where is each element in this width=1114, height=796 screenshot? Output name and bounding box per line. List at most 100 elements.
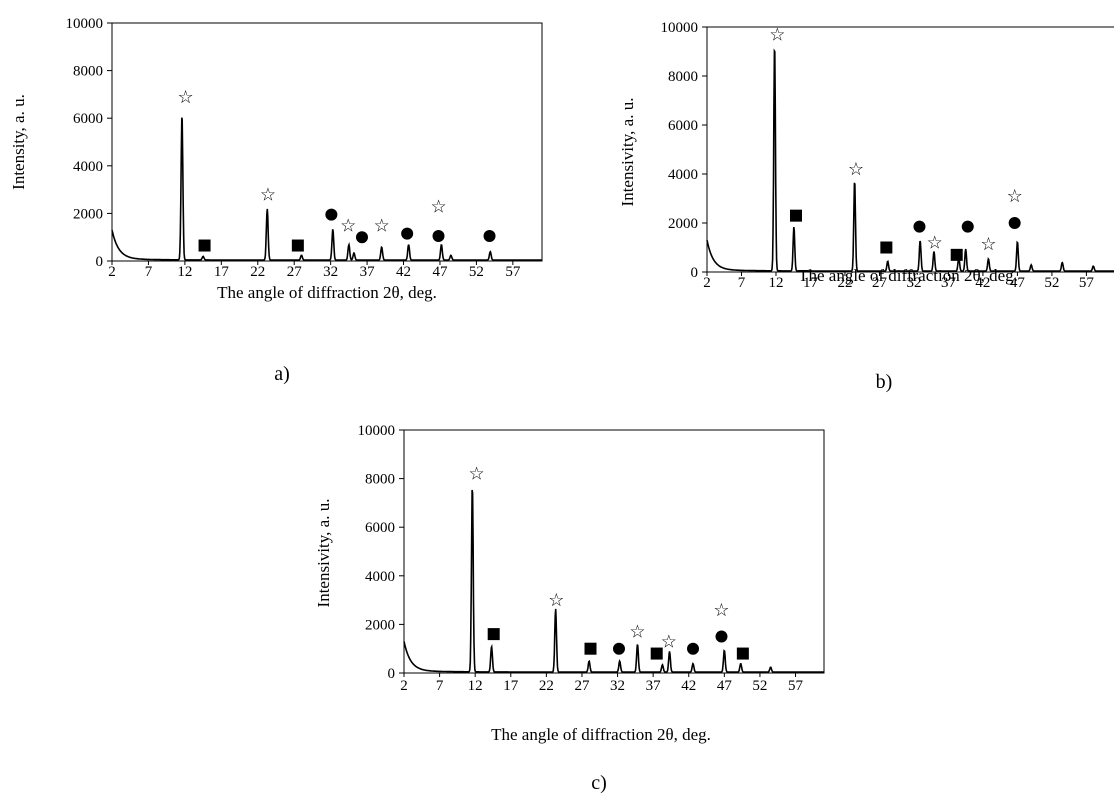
star-marker: ☆ (548, 590, 564, 610)
y-tick-label: 4000 (365, 569, 395, 585)
star-marker: ☆ (629, 622, 645, 642)
y-tick-label: 4000 (73, 159, 103, 175)
x-tick-label: 57 (788, 678, 804, 694)
x-tick-label: 37 (646, 678, 662, 694)
x-tick-label: 7 (738, 275, 746, 291)
y-tick-label: 0 (691, 265, 699, 281)
y-tick-label: 6000 (668, 118, 698, 134)
x-tick-label: 52 (752, 678, 767, 694)
x-tick-label: 22 (837, 275, 852, 291)
x-tick-label: 32 (610, 678, 625, 694)
circle-marker (715, 630, 728, 643)
circle-marker (913, 220, 926, 233)
x-tick-label: 7 (145, 264, 153, 280)
panel-caption: b) (876, 371, 893, 393)
diffraction-pattern (403, 489, 824, 673)
star-marker: ☆ (980, 234, 996, 254)
x-tick-label: 17 (503, 678, 519, 694)
x-tick-label: 42 (681, 678, 696, 694)
x-tick-label: 37 (360, 264, 376, 280)
y-tick-label: 10000 (358, 423, 396, 439)
x-tick-label: 22 (539, 678, 554, 694)
circle-marker (432, 230, 445, 243)
y-axis-label: Intensivity, a. u. (618, 98, 637, 207)
circle-marker (687, 642, 700, 655)
y-tick-label: 2000 (668, 216, 698, 232)
x-tick-label: 37 (941, 275, 957, 291)
x-axis-label: The angle of diffraction 2θ, deg. (217, 283, 437, 302)
x-tick-label: 57 (505, 264, 521, 280)
star-marker: ☆ (1007, 186, 1023, 206)
circle-marker (483, 230, 496, 243)
x-tick-label: 2 (703, 275, 711, 291)
y-tick-label: 4000 (668, 167, 698, 183)
x-tick-label: 57 (1079, 275, 1095, 291)
star-marker: ☆ (661, 631, 677, 651)
x-tick-label: 42 (396, 264, 411, 280)
y-tick-label: 6000 (365, 520, 395, 536)
square-marker (291, 239, 304, 252)
diffraction-pattern (706, 48, 1114, 272)
x-tick-label: 32 (323, 264, 338, 280)
star-marker: ☆ (340, 215, 356, 235)
y-tick-label: 0 (388, 666, 396, 682)
star-marker: ☆ (927, 233, 943, 253)
square-marker (650, 647, 663, 660)
x-tick-label: 17 (214, 264, 230, 280)
star-marker: ☆ (374, 215, 390, 235)
x-tick-label: 42 (975, 275, 990, 291)
x-tick-label: 52 (469, 264, 484, 280)
diffraction-pattern (111, 117, 542, 261)
x-axis-label: The angle of diffraction 2θ, deg. (491, 725, 711, 744)
star-marker: ☆ (469, 464, 485, 484)
y-tick-label: 2000 (73, 206, 103, 222)
star-marker: ☆ (260, 184, 276, 204)
circle-marker (1008, 217, 1021, 229)
star-marker: ☆ (430, 196, 446, 216)
circle-marker (325, 208, 338, 221)
x-tick-label: 52 (1044, 275, 1059, 291)
y-tick-label: 10000 (661, 20, 699, 36)
y-axis-label: Intensity, a. u. (9, 94, 28, 190)
plot-frame (403, 429, 825, 674)
y-tick-label: 10000 (66, 16, 104, 32)
y-tick-label: 8000 (668, 69, 698, 85)
star-marker: ☆ (769, 24, 785, 44)
y-tick-label: 6000 (73, 111, 103, 127)
x-tick-label: 22 (250, 264, 265, 280)
square-marker (789, 209, 802, 222)
circle-marker (612, 642, 625, 655)
square-marker (736, 647, 749, 660)
x-tick-label: 7 (436, 678, 444, 694)
panel-caption: a) (274, 363, 290, 385)
x-tick-label: 2 (400, 678, 408, 694)
square-marker (950, 248, 963, 261)
y-tick-label: 8000 (365, 472, 395, 488)
square-marker (487, 628, 500, 641)
x-tick-label: 12 (768, 275, 783, 291)
panel-caption: c) (591, 772, 607, 794)
circle-marker (355, 231, 368, 244)
y-tick-label: 8000 (73, 64, 103, 80)
x-tick-label: 2 (108, 264, 116, 280)
x-tick-label: 27 (574, 678, 590, 694)
y-axis-label: Intensivity, a. u. (314, 499, 333, 608)
y-tick-label: 0 (96, 254, 104, 270)
y-tick-label: 2000 (365, 617, 395, 633)
circle-marker (401, 227, 414, 240)
x-axis-label: The angle of diffraction 2θ, deg. (798, 266, 1018, 285)
x-tick-label: 27 (872, 275, 888, 291)
square-marker (584, 642, 597, 655)
star-marker: ☆ (848, 159, 864, 179)
plot-frame (111, 22, 543, 262)
star-marker: ☆ (178, 87, 194, 107)
x-tick-label: 47 (1010, 275, 1026, 291)
star-marker: ☆ (713, 600, 729, 620)
x-tick-label: 47 (432, 264, 448, 280)
x-tick-label: 27 (287, 264, 303, 280)
x-tick-label: 32 (906, 275, 921, 291)
